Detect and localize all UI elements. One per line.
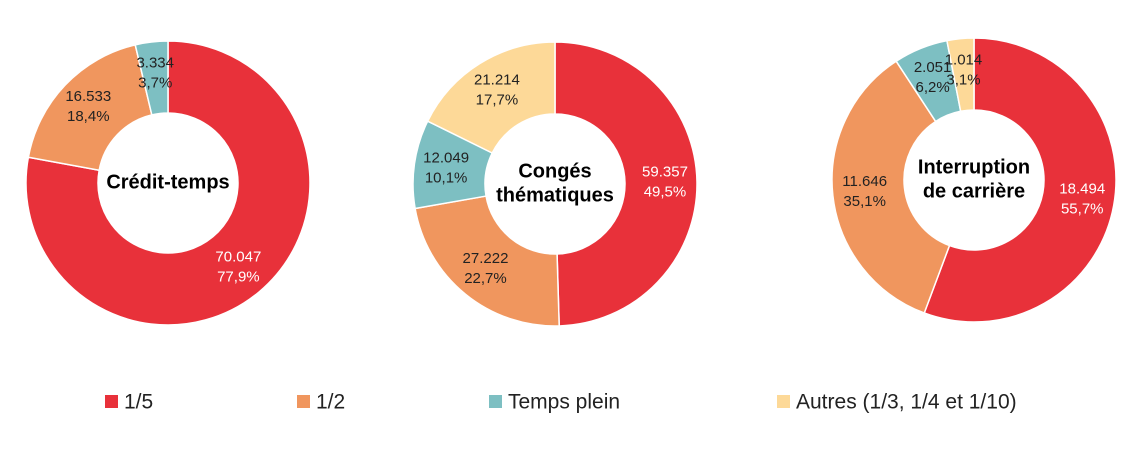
percent-label: 3,7%	[138, 75, 172, 92]
percent-label: 17,7%	[476, 92, 519, 109]
value-label: 11.646	[842, 173, 887, 190]
slice	[426, 41, 556, 155]
chart-title: Crédit-temps	[106, 171, 229, 193]
value-label: 12.049	[423, 149, 469, 166]
percent-label: 22,7%	[464, 270, 507, 287]
percent-label: 77,9%	[217, 269, 260, 286]
chart-title: de carrière	[923, 180, 1025, 202]
slice	[134, 40, 169, 116]
value-label: 18.494	[1059, 181, 1105, 198]
percent-label: 35,1%	[843, 193, 886, 210]
slice	[831, 60, 951, 314]
legend-swatch	[105, 395, 118, 408]
legend-swatch	[297, 395, 310, 408]
value-label: 3.334	[136, 55, 174, 72]
legend-label: 1/5	[124, 391, 153, 414]
slice	[27, 43, 153, 172]
percent-label: 49,5%	[644, 183, 687, 200]
value-label: 21.214	[474, 72, 520, 89]
percent-label: 6,2%	[915, 79, 949, 96]
chart-title: Congés	[518, 160, 591, 182]
value-label: 27.222	[463, 250, 509, 267]
legend-swatch	[777, 395, 790, 408]
value-label: 16.533	[65, 88, 111, 105]
chart-title: Interruption	[918, 156, 1030, 178]
value-label: 70.047	[215, 249, 261, 266]
slice	[25, 40, 311, 326]
value-label: 2.051	[914, 59, 952, 76]
percent-label: 10,1%	[425, 169, 468, 186]
value-label: 1.014	[945, 51, 983, 68]
slice	[946, 37, 975, 113]
percent-label: 18,4%	[67, 108, 110, 125]
slice	[923, 37, 1117, 323]
chart-title: thématiques	[496, 184, 614, 206]
slice	[554, 41, 698, 327]
legend-label: Temps plein	[508, 391, 620, 414]
legend-swatch	[489, 395, 502, 408]
percent-label: 55,7%	[1061, 201, 1104, 218]
percent-label: 3,1%	[946, 71, 980, 88]
value-label: 59.357	[642, 163, 688, 180]
legend-label: 1/2	[316, 391, 345, 414]
slice	[414, 195, 560, 327]
legend-label: Autres (1/3, 1/4 et 1/10)	[796, 391, 1017, 414]
